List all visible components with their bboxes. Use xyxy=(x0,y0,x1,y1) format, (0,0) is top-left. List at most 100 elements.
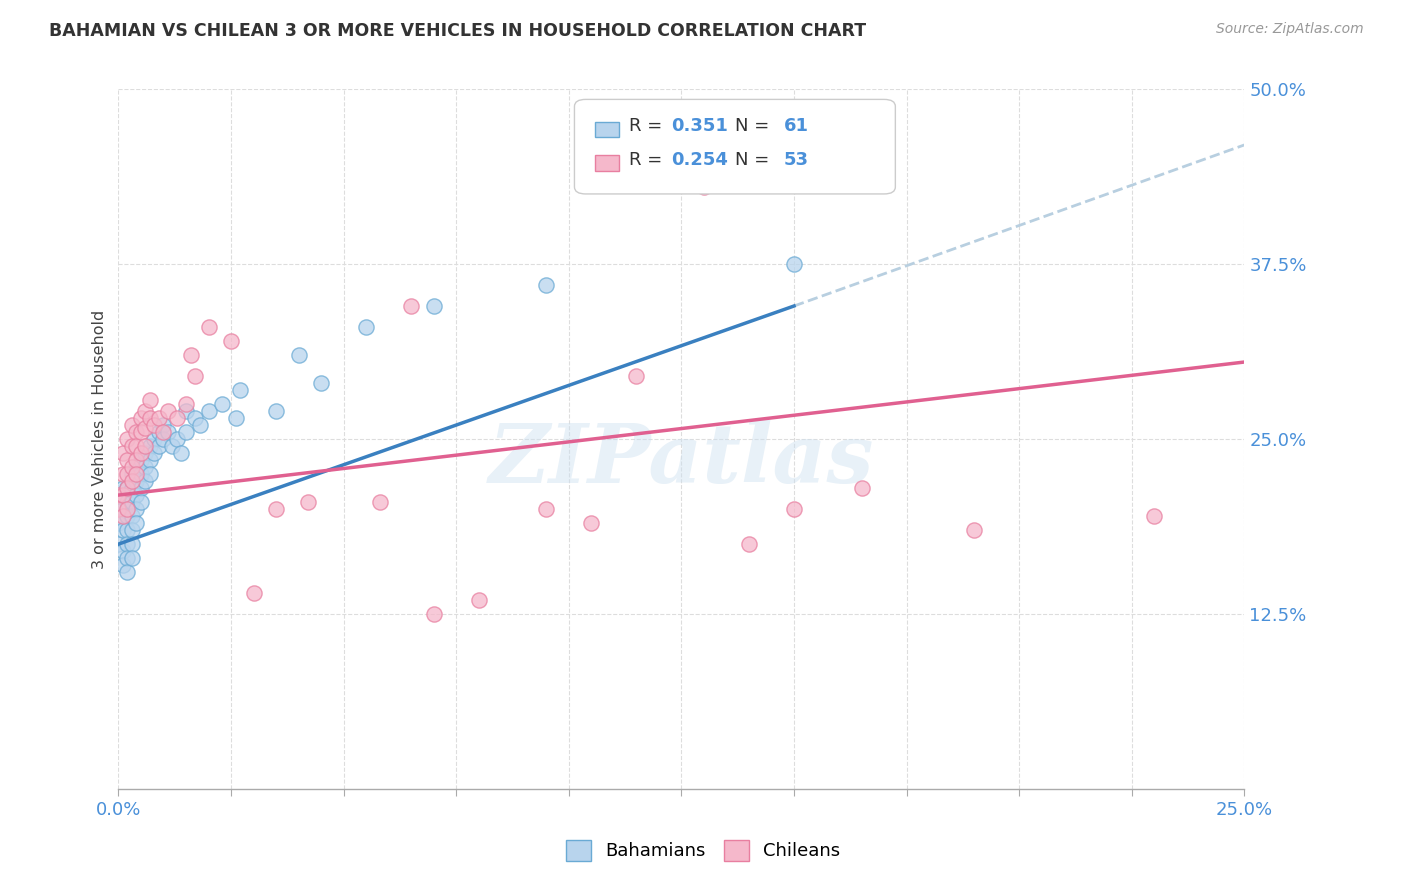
Point xyxy=(264,502,287,516)
Point xyxy=(121,439,143,453)
Point xyxy=(134,474,156,488)
Text: Source: ZipAtlas.com: Source: ZipAtlas.com xyxy=(1216,22,1364,37)
Point xyxy=(166,432,188,446)
Point xyxy=(117,495,139,509)
Point xyxy=(117,502,139,516)
Point xyxy=(184,369,207,384)
Point xyxy=(107,537,129,551)
Point xyxy=(139,467,162,481)
Point xyxy=(117,467,139,481)
Point xyxy=(117,523,139,537)
Point xyxy=(125,425,148,439)
Point xyxy=(125,488,148,502)
Text: BAHAMIAN VS CHILEAN 3 OR MORE VEHICLES IN HOUSEHOLD CORRELATION CHART: BAHAMIAN VS CHILEAN 3 OR MORE VEHICLES I… xyxy=(49,22,866,40)
Point xyxy=(287,348,309,362)
Point xyxy=(536,277,558,292)
Point xyxy=(111,481,134,495)
Point xyxy=(693,180,716,194)
Point xyxy=(121,537,143,551)
Point xyxy=(111,502,134,516)
Point xyxy=(134,439,156,453)
Point xyxy=(143,432,166,446)
Point xyxy=(129,495,152,509)
Point xyxy=(581,516,603,530)
Point xyxy=(107,516,129,530)
Point xyxy=(179,348,201,362)
Point xyxy=(134,421,156,435)
Point xyxy=(148,425,170,439)
Point xyxy=(219,334,242,348)
Text: 0.351: 0.351 xyxy=(671,117,728,135)
Point xyxy=(125,453,148,467)
Point xyxy=(111,488,134,502)
Point xyxy=(121,495,143,509)
Point xyxy=(851,481,873,495)
Point xyxy=(422,299,444,313)
Point xyxy=(121,551,143,566)
Point xyxy=(134,446,156,460)
Point xyxy=(117,565,139,579)
Point xyxy=(111,558,134,573)
Point xyxy=(129,411,152,425)
Point xyxy=(156,404,179,418)
Point xyxy=(121,523,143,537)
Point xyxy=(1143,509,1166,524)
Point xyxy=(121,467,143,481)
Point xyxy=(148,439,170,453)
Point xyxy=(229,383,252,397)
Point xyxy=(242,586,264,600)
Point xyxy=(197,320,219,334)
Point xyxy=(117,481,139,495)
Point xyxy=(121,460,143,475)
Point xyxy=(783,502,806,516)
Text: R =: R = xyxy=(628,151,668,169)
Point xyxy=(134,404,156,418)
Point xyxy=(152,432,174,446)
FancyBboxPatch shape xyxy=(595,155,620,171)
Point xyxy=(107,502,129,516)
Point xyxy=(111,446,134,460)
Point xyxy=(139,453,162,467)
Point xyxy=(117,432,139,446)
Point xyxy=(264,404,287,418)
Point xyxy=(188,418,211,433)
Point xyxy=(170,446,193,460)
FancyBboxPatch shape xyxy=(575,99,896,194)
Point xyxy=(399,299,422,313)
Point xyxy=(129,453,152,467)
Point xyxy=(117,537,139,551)
Point xyxy=(111,509,134,524)
Point xyxy=(139,439,162,453)
Text: ZIPatlas: ZIPatlas xyxy=(489,420,875,500)
Text: N =: N = xyxy=(735,151,776,169)
Text: 61: 61 xyxy=(785,117,808,135)
Point xyxy=(125,467,148,481)
Point xyxy=(197,404,219,418)
Point xyxy=(309,376,332,390)
Point xyxy=(626,369,648,384)
Point xyxy=(129,446,152,460)
FancyBboxPatch shape xyxy=(595,122,620,137)
Y-axis label: 3 or more Vehicles in Household: 3 or more Vehicles in Household xyxy=(93,310,107,569)
Point xyxy=(117,551,139,566)
Point xyxy=(152,425,174,439)
Point xyxy=(156,425,179,439)
Point xyxy=(117,453,139,467)
Point xyxy=(174,425,197,439)
Point xyxy=(143,446,166,460)
Point xyxy=(111,544,134,558)
Point xyxy=(174,404,197,418)
Point xyxy=(139,392,162,407)
Point xyxy=(174,397,197,411)
Point xyxy=(354,320,377,334)
Point xyxy=(468,593,491,607)
Point xyxy=(117,481,139,495)
Point xyxy=(225,411,247,425)
Point xyxy=(211,397,233,411)
Point xyxy=(139,411,162,425)
Text: R =: R = xyxy=(628,117,668,135)
Point xyxy=(111,467,134,481)
Point xyxy=(152,418,174,433)
Point xyxy=(121,509,143,524)
Point xyxy=(129,481,152,495)
